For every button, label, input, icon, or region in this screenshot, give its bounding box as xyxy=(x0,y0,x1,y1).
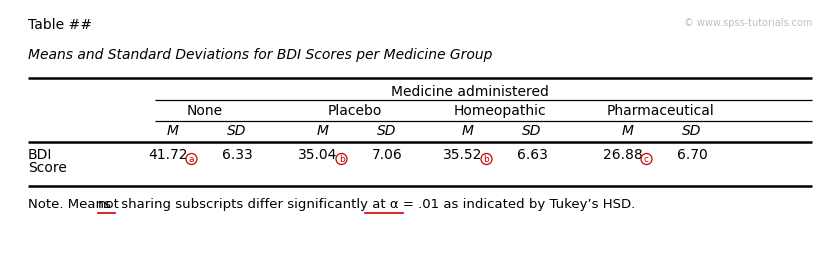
Text: 41.72: 41.72 xyxy=(148,148,188,162)
Text: M: M xyxy=(167,124,179,138)
Text: a: a xyxy=(189,155,194,163)
Text: Means and Standard Deviations for BDI Scores per Medicine Group: Means and Standard Deviations for BDI Sc… xyxy=(28,48,492,62)
Text: SD: SD xyxy=(377,124,396,138)
Text: 26.88: 26.88 xyxy=(603,148,643,162)
Text: not: not xyxy=(98,198,120,211)
Text: M: M xyxy=(317,124,329,138)
Text: 35.52: 35.52 xyxy=(444,148,483,162)
Text: b: b xyxy=(339,155,344,163)
Text: 7.06: 7.06 xyxy=(371,148,402,162)
Text: M: M xyxy=(622,124,634,138)
Text: Placebo: Placebo xyxy=(328,104,382,118)
Text: SD: SD xyxy=(522,124,542,138)
Text: 6.70: 6.70 xyxy=(677,148,707,162)
Text: Score: Score xyxy=(28,161,67,175)
Text: SD: SD xyxy=(228,124,247,138)
Text: 6.33: 6.33 xyxy=(222,148,252,162)
Text: Homeopathic: Homeopathic xyxy=(454,104,546,118)
Text: Medicine administered: Medicine administered xyxy=(391,85,549,99)
Text: SD: SD xyxy=(682,124,701,138)
Text: Pharmaceutical: Pharmaceutical xyxy=(606,104,714,118)
Text: Table ##: Table ## xyxy=(28,18,92,32)
Text: c: c xyxy=(644,155,649,163)
Text: © www.spss-tutorials.com: © www.spss-tutorials.com xyxy=(684,18,812,28)
Text: M: M xyxy=(462,124,474,138)
Text: None: None xyxy=(187,104,223,118)
Text: 35.04: 35.04 xyxy=(298,148,338,162)
Text: b: b xyxy=(484,155,490,163)
Text: Note. Means: Note. Means xyxy=(28,198,115,211)
Text: 6.63: 6.63 xyxy=(517,148,548,162)
Text: BDI: BDI xyxy=(28,148,52,162)
Text: sharing subscripts differ significantly at α = .01 as indicated by Tukey’s HSD.: sharing subscripts differ significantly … xyxy=(117,198,635,211)
